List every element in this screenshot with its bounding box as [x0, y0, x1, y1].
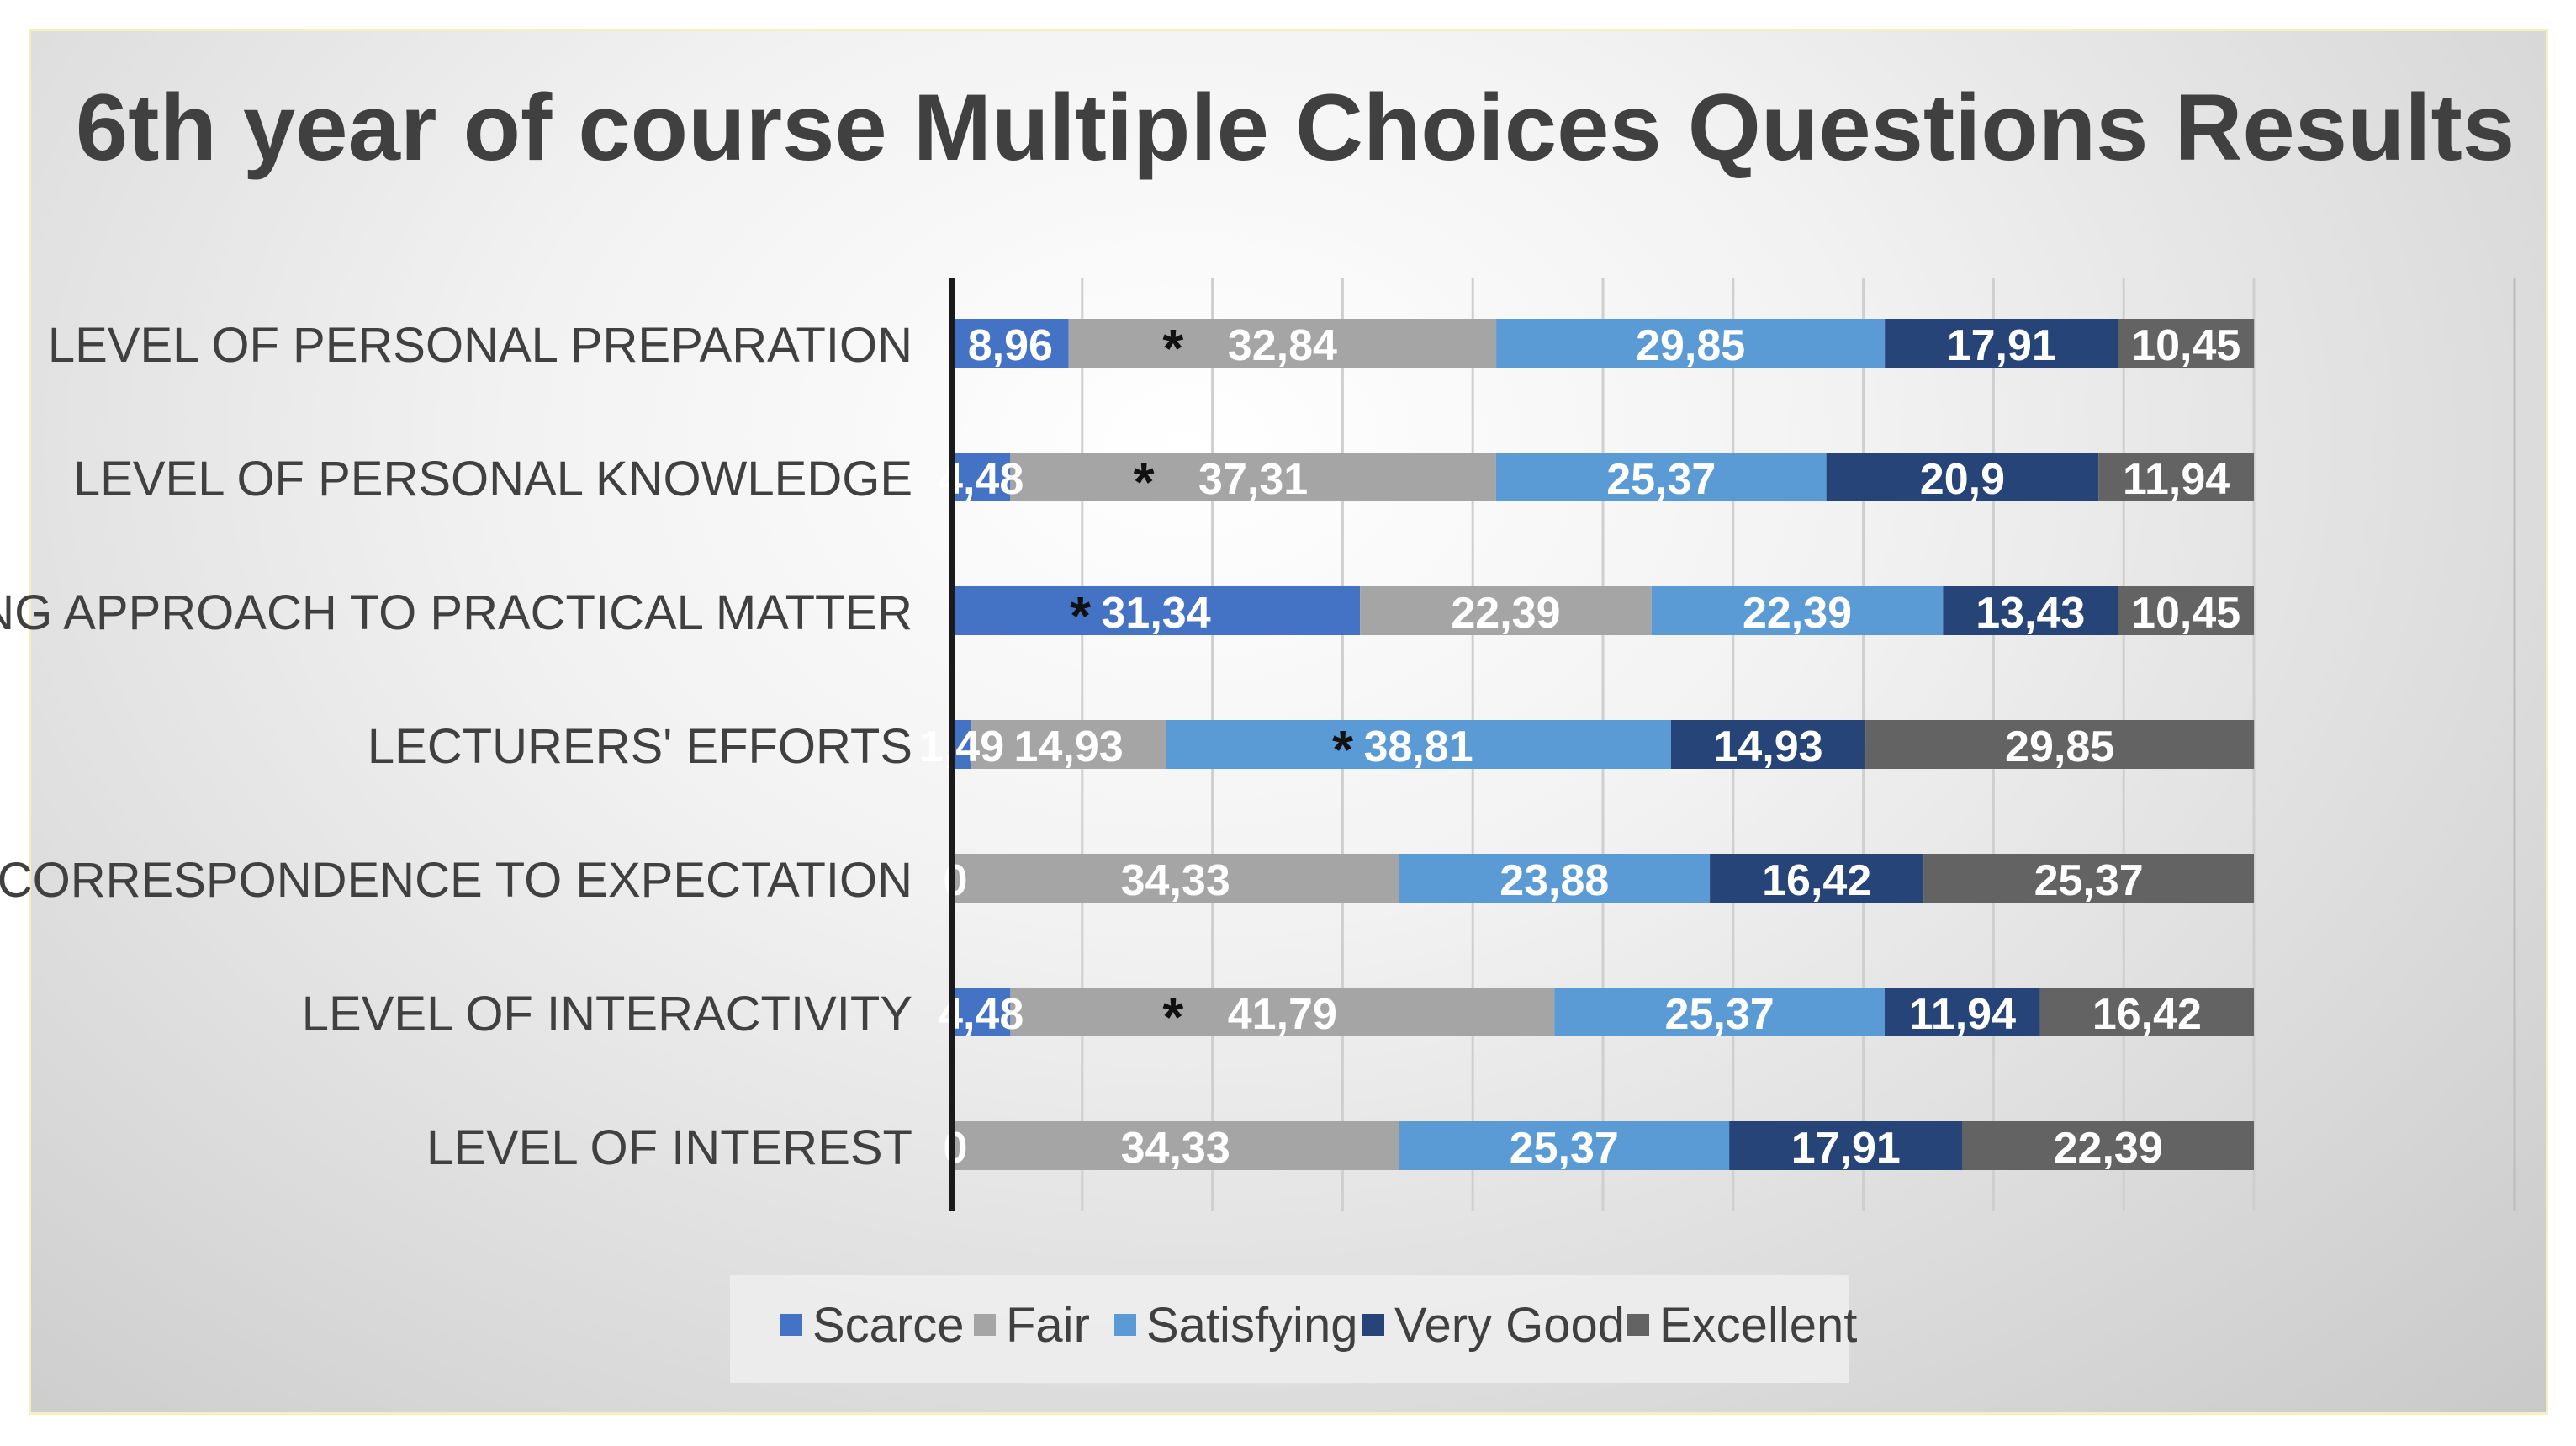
labels-group: LEVEL OF PERSONAL PREPARATION 8,96 32,84 * 2… — [0, 318, 2240, 1175]
bar-segment — [1670, 720, 1866, 769]
data-label: 29,85 — [1636, 321, 1745, 370]
legend-label: Very Good — [1394, 1298, 1625, 1353]
significance-star: * — [1070, 585, 1091, 646]
legend-label: Excellent — [1659, 1298, 1857, 1353]
category-label: CORRESPONDENCE TO EXPECTATION — [0, 853, 912, 908]
data-label: 34,33 — [1121, 856, 1230, 905]
data-label: 22,39 — [1451, 589, 1560, 638]
bar-segment — [952, 586, 1361, 635]
data-label: 16,42 — [2092, 990, 2202, 1039]
significance-star: * — [1332, 719, 1353, 780]
category-label: LEVEL OF PERSONAL PREPARATION — [48, 318, 912, 373]
bar-segment — [2039, 988, 2254, 1036]
bar-segment — [1943, 586, 2118, 635]
chart-title: 6th year of course Multiple Choices Ques… — [76, 75, 2515, 180]
bar-segment — [1010, 988, 1555, 1036]
bar-segment — [1923, 854, 2254, 903]
bar-segment — [1729, 1121, 1963, 1170]
data-label: 17,91 — [1791, 1124, 1901, 1173]
bar-segment — [1495, 453, 1827, 501]
data-label: 0 — [944, 1124, 968, 1173]
data-label: 11,94 — [1909, 990, 2016, 1039]
bar-segment — [1010, 453, 1496, 501]
data-label: 22,39 — [2054, 1124, 2163, 1173]
category-label: LEVEL OF PERSONAL KNOWLEDGE — [73, 452, 912, 506]
bar-segment — [952, 1121, 1399, 1170]
legend-box — [730, 1275, 1849, 1383]
data-label: 0 — [944, 856, 968, 905]
bar-segment — [1399, 1121, 1730, 1170]
data-label: 25,37 — [2034, 856, 2144, 905]
bar-segment — [1884, 988, 2040, 1036]
bar-segment — [952, 319, 1069, 368]
data-label: 31,34 — [1102, 589, 1211, 638]
legend-label: Fair — [1006, 1298, 1090, 1353]
bar-segment — [1962, 1121, 2254, 1170]
data-label: 37,31 — [1198, 455, 1308, 504]
data-label: 8,96 — [968, 321, 1053, 370]
bar-segment — [952, 720, 972, 769]
bar-segment — [1068, 319, 1497, 368]
bar-segment — [2098, 453, 2254, 501]
bar-segment — [1885, 319, 2118, 368]
bar-segment — [1710, 854, 1924, 903]
data-label: 16,42 — [1762, 856, 1871, 905]
data-label: 25,37 — [1665, 990, 1775, 1039]
data-label: 41,79 — [1228, 990, 1337, 1039]
significance-star: * — [1162, 987, 1183, 1047]
bar-segment — [1360, 586, 1652, 635]
data-label: 13,43 — [1976, 589, 2085, 638]
data-label: 14,93 — [1713, 723, 1822, 771]
category-label: LEVEL OF INTERACTIVITY — [302, 987, 912, 1041]
bar-segment — [2118, 319, 2255, 368]
significance-star: * — [1134, 452, 1155, 512]
bars-group — [952, 319, 2255, 1170]
legend-swatch — [1362, 1314, 1384, 1336]
bar-segment — [1865, 720, 2255, 769]
bar-segment — [1651, 586, 1944, 635]
category-label: LECTURERS' EFFORTS — [368, 719, 912, 774]
bar-segment — [971, 720, 1166, 769]
data-label: 17,91 — [1947, 321, 2056, 370]
bar-segment — [1826, 453, 2099, 501]
data-label: 20,9 — [1920, 455, 2005, 504]
bar-segment — [952, 854, 1399, 903]
legend-swatch — [974, 1314, 996, 1336]
category-label: E-TEACHING APPROACH TO PRACTICAL MATTER — [0, 585, 912, 640]
data-label: 10,45 — [2131, 321, 2240, 370]
bar-segment — [1554, 988, 1885, 1036]
legend-label: Scarce — [812, 1298, 965, 1353]
legend-swatch — [1114, 1314, 1136, 1336]
legend-swatch — [1627, 1314, 1649, 1336]
category-label: LEVEL OF INTEREST — [426, 1120, 912, 1175]
bar-segment — [952, 453, 1011, 501]
data-label: 1,49 — [919, 723, 1004, 771]
data-label: 38,81 — [1364, 723, 1473, 771]
bar-segment — [952, 988, 1011, 1036]
legend-swatch — [780, 1314, 802, 1336]
data-label: 25,37 — [1510, 1124, 1619, 1173]
data-label: 32,84 — [1228, 321, 1337, 370]
data-label: 23,88 — [1500, 856, 1609, 905]
data-label: 14,93 — [1014, 723, 1124, 771]
bar-segment — [1496, 319, 1886, 368]
significance-star: * — [1162, 318, 1183, 379]
bar-segment — [1166, 720, 1671, 769]
data-label: 25,37 — [1606, 455, 1716, 504]
bar-segment — [1399, 854, 1711, 903]
data-label: 34,33 — [1121, 1124, 1230, 1173]
legend-label: Satisfying — [1146, 1298, 1357, 1353]
data-label: 10,45 — [2131, 589, 2240, 638]
data-label: 11,94 — [2123, 455, 2230, 504]
data-label: 29,85 — [2005, 723, 2114, 771]
data-label: 22,39 — [1743, 589, 1852, 638]
bar-segment — [2118, 586, 2254, 635]
